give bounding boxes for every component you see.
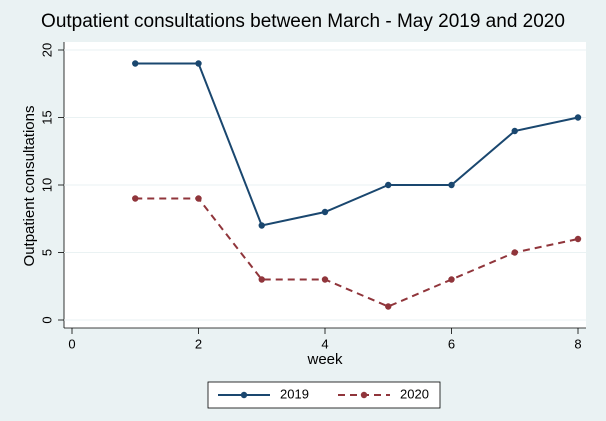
x-tick-label: 4 xyxy=(321,336,328,351)
y-axis-title: Outpatient consultations xyxy=(21,106,38,267)
y-tick-label: 10 xyxy=(39,178,54,192)
point xyxy=(448,181,455,189)
x-tick-label: 2 xyxy=(195,336,202,351)
x-axis-title: week xyxy=(306,351,343,368)
chart-title: Outpatient consultations between March -… xyxy=(41,11,565,32)
y-tick-label: 0 xyxy=(39,316,54,323)
point xyxy=(385,181,392,189)
point xyxy=(385,303,392,310)
legend-label: 2020 xyxy=(400,386,429,401)
point xyxy=(195,195,202,202)
y-tick-label: 5 xyxy=(39,249,54,256)
legend-marker xyxy=(240,391,248,399)
point xyxy=(574,235,582,243)
point xyxy=(195,60,202,67)
point xyxy=(258,276,265,283)
point xyxy=(132,60,139,67)
y-tick-label: 15 xyxy=(39,110,54,124)
point xyxy=(321,276,329,283)
point xyxy=(448,276,455,283)
point xyxy=(574,114,582,121)
x-tick-label: 6 xyxy=(448,336,455,351)
point xyxy=(321,208,329,216)
series-line xyxy=(135,197,579,308)
series-line xyxy=(135,62,579,227)
point xyxy=(511,127,518,135)
legend-marker xyxy=(360,391,368,399)
y-tick-label: 20 xyxy=(39,43,54,57)
point xyxy=(258,222,265,229)
x-tick-label: 8 xyxy=(574,336,581,351)
legend-label: 2019 xyxy=(280,386,309,401)
point xyxy=(511,249,518,256)
point xyxy=(132,195,139,202)
x-tick-label: 0 xyxy=(68,336,75,351)
